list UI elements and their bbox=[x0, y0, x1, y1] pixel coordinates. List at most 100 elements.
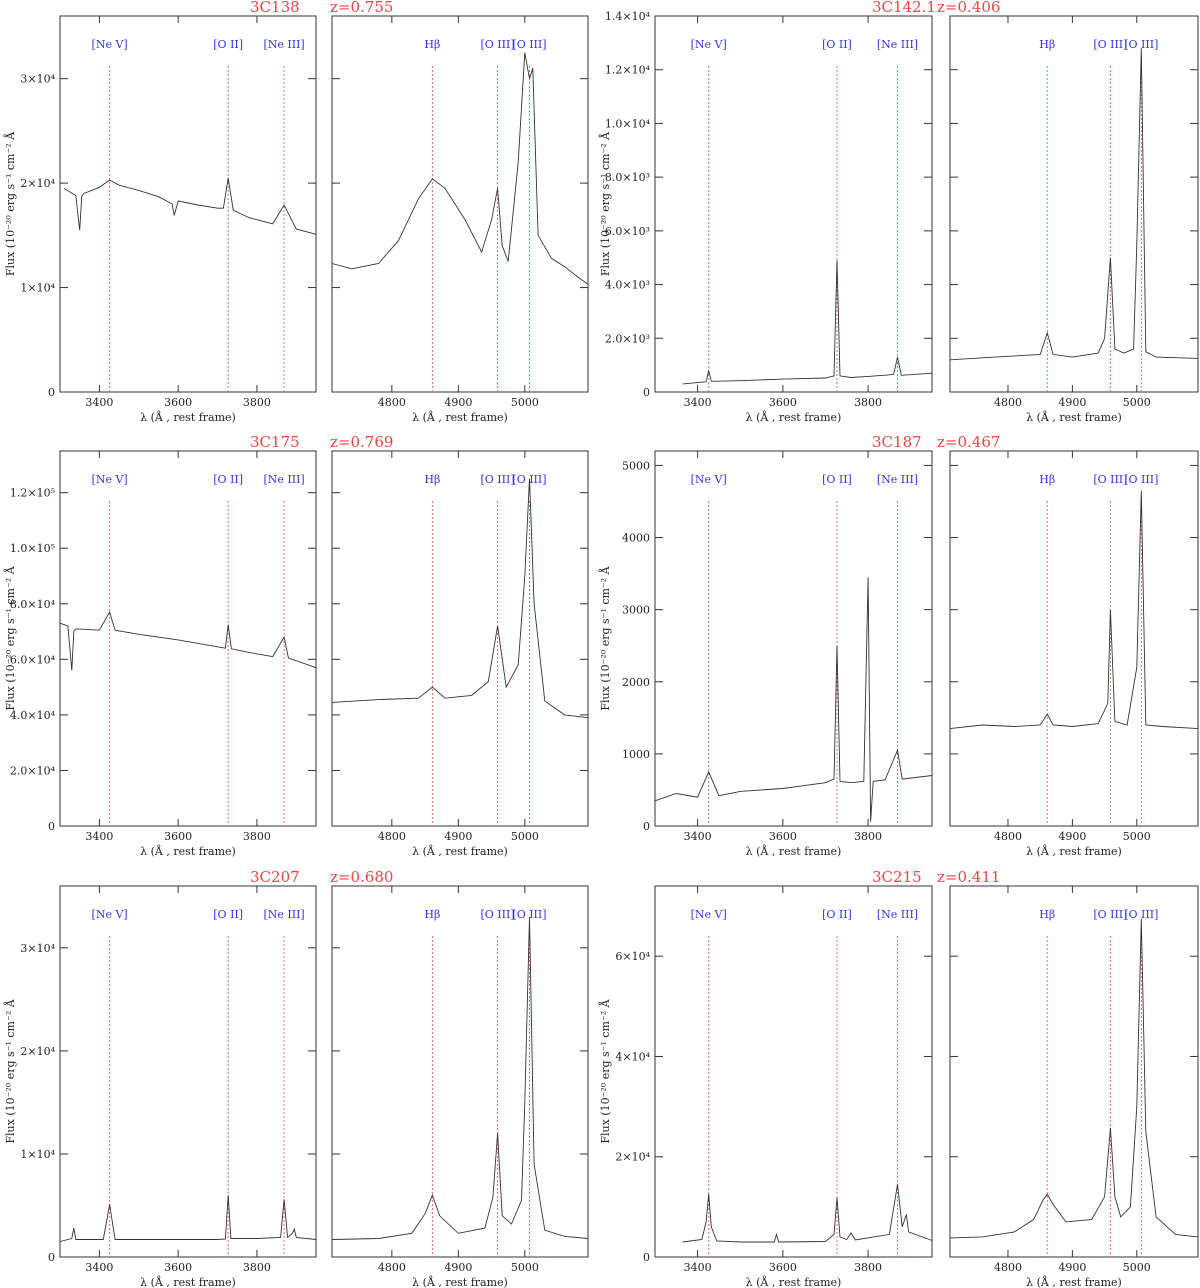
line-label: [Ne V] bbox=[691, 473, 727, 486]
line-label: Hβ bbox=[1039, 473, 1055, 486]
redshift-label: z=0.680 bbox=[330, 868, 393, 886]
y-tick-label: 1.2×10⁴ bbox=[605, 64, 651, 77]
x-axis-title: λ (Å , rest frame) bbox=[1026, 410, 1122, 424]
x-tick-label: 5000 bbox=[1123, 830, 1151, 843]
x-tick-label: 3600 bbox=[164, 1261, 192, 1274]
object-name: 3C215 bbox=[872, 868, 922, 886]
x-tick-label: 4900 bbox=[444, 396, 472, 409]
spectrum-line bbox=[331, 478, 589, 719]
line-label: [Ne III] bbox=[877, 908, 918, 921]
x-axis-title: λ (Å , rest frame) bbox=[746, 410, 842, 424]
x-tick-label: 5000 bbox=[1123, 396, 1151, 409]
panel-frame bbox=[949, 15, 1199, 393]
line-label: [Ne III] bbox=[263, 473, 304, 486]
y-axis-title: Flux (10⁻²⁰ erg s⁻¹ cm⁻² Å bbox=[3, 131, 17, 276]
y-axis-title: Flux (10⁻²⁰ erg s⁻¹ cm⁻² Å bbox=[598, 565, 612, 710]
y-tick-label: 2×10⁴ bbox=[20, 1045, 55, 1058]
y-tick-label: 2.0×10³ bbox=[605, 332, 650, 345]
x-tick-label: 4900 bbox=[1058, 396, 1086, 409]
spectrum-line bbox=[63, 177, 317, 235]
y-tick-label: 1.0×10⁵ bbox=[10, 542, 55, 555]
chart-3c142-1: 3C142.1 z=0.406 Flux (10⁻²⁰ erg s⁻¹ cm⁻² Å… bbox=[598, 0, 1199, 424]
x-tick-label: 4800 bbox=[378, 1261, 406, 1274]
redshift-label: z=0.467 bbox=[937, 433, 1000, 451]
x-axis-title: λ (Å , rest frame) bbox=[412, 844, 508, 858]
y-tick-label: 4.0×10³ bbox=[605, 279, 650, 292]
y-tick-label: 2×10⁴ bbox=[20, 177, 55, 190]
line-label: [O III] bbox=[480, 908, 514, 921]
panel-short-wavelength: 3400 3600 3800 λ (Å , rest frame) 0 2×10⁴ 4×10… bbox=[615, 885, 933, 1288]
y-tick-label: 1.2×10⁵ bbox=[10, 487, 55, 500]
x-tick-label: 3600 bbox=[769, 396, 797, 409]
chart-3c187: 3C187 z=0.467 Flux (10⁻²⁰ erg s⁻¹ cm⁻² Å 34… bbox=[598, 433, 1199, 858]
line-label: [Ne V] bbox=[92, 38, 128, 51]
line-label: [O III] bbox=[512, 908, 546, 921]
x-tick-label: 3400 bbox=[684, 1261, 712, 1274]
line-label: Hβ bbox=[1039, 38, 1055, 51]
y-tick-label: 0 bbox=[48, 386, 55, 399]
line-label: [O II] bbox=[822, 908, 852, 921]
x-tick-label: 3400 bbox=[85, 830, 113, 843]
spectrum-line bbox=[949, 48, 1199, 361]
line-label: [O II] bbox=[822, 38, 852, 51]
line-label: [O II] bbox=[213, 473, 243, 486]
x-tick-label: 4800 bbox=[378, 396, 406, 409]
y-tick-label: 3×10⁴ bbox=[20, 73, 55, 86]
y-tick-label: 2.0×10⁴ bbox=[10, 764, 56, 777]
redshift-label: z=0.755 bbox=[330, 0, 393, 16]
line-label: [O III] bbox=[1093, 908, 1127, 921]
spectrum-line bbox=[331, 52, 589, 285]
line-label: [Ne V] bbox=[92, 908, 128, 921]
panel-frame bbox=[654, 15, 933, 393]
x-axis-title: λ (Å , rest frame) bbox=[746, 844, 842, 858]
y-tick-label: 1×10⁴ bbox=[20, 282, 55, 295]
redshift-label: z=0.769 bbox=[330, 433, 393, 451]
x-axis-title: λ (Å , rest frame) bbox=[1026, 1275, 1122, 1288]
line-label: [Ne III] bbox=[263, 38, 304, 51]
y-tick-label: 8.0×10⁴ bbox=[10, 598, 56, 611]
y-tick-label: 2000 bbox=[622, 676, 650, 689]
x-tick-label: 4900 bbox=[444, 1261, 472, 1274]
panel-frame bbox=[59, 15, 317, 393]
x-tick-label: 4800 bbox=[378, 830, 406, 843]
line-label: Hβ bbox=[424, 908, 440, 921]
y-tick-label: 0 bbox=[643, 820, 650, 833]
line-label: [O III] bbox=[1093, 473, 1127, 486]
line-label: [O II] bbox=[213, 908, 243, 921]
line-label: [O III] bbox=[1124, 473, 1158, 486]
spectrum-line bbox=[949, 918, 1199, 1239]
x-tick-label: 4800 bbox=[994, 396, 1022, 409]
x-axis-title: λ (Å , rest frame) bbox=[412, 1275, 508, 1288]
panel-short-wavelength: 3400 3600 3800 λ (Å , rest frame) 0 2.0×10⁴ 4.… bbox=[10, 450, 317, 858]
x-tick-label: 3400 bbox=[85, 1261, 113, 1274]
y-tick-label: 4000 bbox=[622, 532, 650, 545]
redshift-label: z=0.406 bbox=[937, 0, 1000, 16]
x-tick-label: 3800 bbox=[243, 1261, 271, 1274]
object-name: 3C138 bbox=[250, 0, 300, 16]
line-label: Hβ bbox=[424, 473, 440, 486]
panel-frame bbox=[59, 885, 317, 1258]
line-label: [Ne III] bbox=[877, 38, 918, 51]
y-tick-label: 3×10⁴ bbox=[20, 942, 55, 955]
line-label: [O III] bbox=[1124, 38, 1158, 51]
spectrum-line bbox=[682, 260, 933, 385]
line-label: [O II] bbox=[822, 473, 852, 486]
y-tick-label: 0 bbox=[643, 386, 650, 399]
y-tick-label: 1.4×10⁴ bbox=[605, 10, 651, 23]
line-label: [O III] bbox=[512, 38, 546, 51]
line-label: [Ne III] bbox=[263, 908, 304, 921]
panel-frame bbox=[331, 450, 589, 827]
x-tick-label: 5000 bbox=[511, 1261, 539, 1274]
object-name: 3C175 bbox=[250, 433, 300, 451]
spectrum-line bbox=[59, 1195, 317, 1242]
y-axis-title: Flux (10⁻²⁰ erg s⁻¹ cm⁻² Å bbox=[598, 998, 612, 1143]
x-tick-label: 3800 bbox=[243, 830, 271, 843]
y-tick-label: 2×10⁴ bbox=[615, 1151, 650, 1164]
